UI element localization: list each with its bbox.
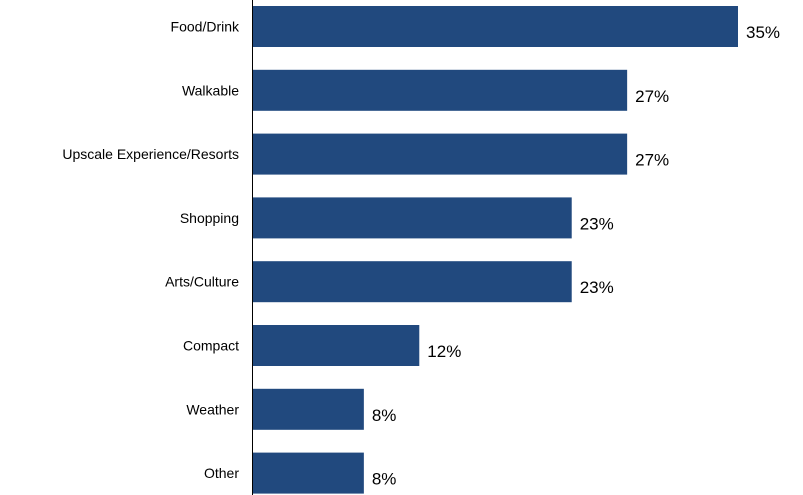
value-label: 27% xyxy=(635,151,669,170)
value-label: 8% xyxy=(372,470,397,489)
value-label: 23% xyxy=(580,278,614,297)
bars-layer xyxy=(253,6,738,494)
category-label: Weather xyxy=(186,401,239,417)
value-label: 8% xyxy=(372,406,397,425)
category-label: Food/Drink xyxy=(171,19,240,35)
bar xyxy=(253,69,628,111)
value-label: 35% xyxy=(746,23,780,42)
bar xyxy=(253,452,364,494)
bar xyxy=(253,261,572,303)
value-label: 23% xyxy=(580,214,614,233)
category-label: Walkable xyxy=(182,82,239,98)
bar xyxy=(253,325,420,366)
category-label: Other xyxy=(204,465,239,481)
category-label: Shopping xyxy=(180,210,239,226)
value-label: 12% xyxy=(427,342,461,361)
bar xyxy=(253,133,628,175)
category-label: Arts/Culture xyxy=(165,274,239,290)
value-label: 27% xyxy=(635,87,669,106)
bar xyxy=(253,197,572,239)
category-label: Upscale Experience/Resorts xyxy=(62,146,239,162)
bar xyxy=(253,6,738,47)
category-label: Compact xyxy=(183,338,239,354)
labels-layer: Food/Drink 35% Walkable 27% Upscale Experien… xyxy=(62,19,780,489)
bar xyxy=(253,388,364,430)
